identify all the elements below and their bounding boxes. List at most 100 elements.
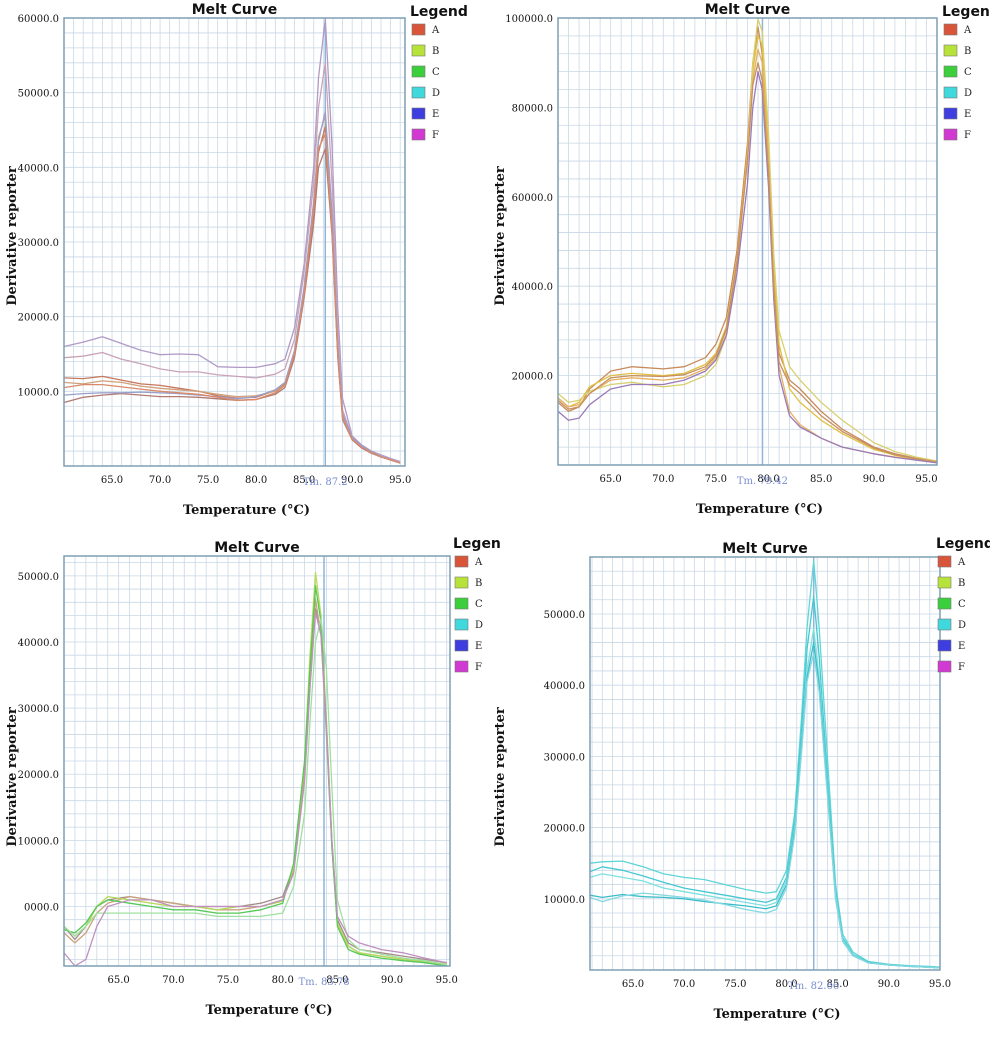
legend-swatch-E (943, 107, 958, 120)
series-line-5 (63, 618, 447, 966)
series-line-3 (557, 18, 938, 462)
x-tick-label: 85.0 (293, 475, 315, 486)
x-tick-label: 65.0 (600, 474, 622, 485)
legend-swatch-B (943, 44, 958, 57)
legend-label-C: C (475, 599, 483, 610)
plot-area (590, 557, 940, 970)
x-axis-label: Temperature (°C) (696, 502, 823, 517)
melt-curve-panel-3: Melt Curve 65.0 70.0 75.0 80.0 85.0 90.0 95.0 00… (0, 522, 500, 1042)
legend-swatch-D (411, 86, 426, 99)
tm-label: Tm. 79.42 (737, 476, 788, 487)
legend-swatch-E (937, 639, 952, 652)
y-tick-label: 20000.0 (18, 313, 59, 324)
legend-swatch-B (411, 44, 426, 57)
series-line-4 (63, 585, 447, 967)
chart-title: Melt Curve (722, 541, 808, 557)
legend-swatch-B (454, 576, 469, 589)
x-tick-label: 65.0 (622, 979, 644, 990)
legend-swatch-D (454, 618, 469, 631)
y-axis-label: Derivative reporter (5, 166, 20, 306)
tm-label: Tm. 82.66 (788, 981, 839, 992)
y-tick-label: 40000.0 (18, 638, 59, 649)
y-axis-label: Derivative reporter (493, 166, 508, 306)
x-tick-label: 90.0 (381, 975, 403, 986)
melt-curve-chart-2: Melt Curve 65.0 70.0 75.0 80.0 85.0 90.0 95.0 20… (493, 2, 990, 517)
legend-label-A: A (957, 557, 966, 568)
melt-curve-chart-1: Melt Curve 65.0 70.0 75.0 80.0 85.0 90.0 95.0 10… (5, 2, 468, 518)
legend-title: Legend (936, 536, 990, 552)
x-tick-label: 85.0 (827, 979, 849, 990)
legend-label-F: F (964, 130, 971, 141)
y-tick-label: 20000.0 (512, 372, 553, 383)
plot-border (63, 555, 451, 967)
series-line-5 (589, 652, 941, 969)
chart-title: Melt Curve (192, 2, 278, 18)
tm-label: Tm. 83.78 (298, 977, 349, 988)
legend-label-C: C (964, 67, 972, 78)
legend-swatch-C (411, 65, 426, 78)
x-tick-label: 85.0 (810, 474, 832, 485)
x-tick-label: 75.0 (705, 474, 727, 485)
y-tick-label: 20000.0 (544, 824, 585, 835)
y-tick-label: 30000.0 (544, 752, 585, 763)
series-line-6 (63, 611, 447, 967)
legend-label-D: D (958, 620, 966, 631)
legend-swatch-B (937, 576, 952, 589)
x-tick-label: 90.0 (863, 474, 885, 485)
x-tick-label: 90.0 (341, 475, 363, 486)
series-line-1 (63, 18, 401, 463)
legend-label-B: B (475, 578, 482, 589)
legend-swatch-A (943, 23, 958, 36)
x-tick-label: 80.0 (245, 475, 267, 486)
legend-label-B: B (964, 46, 971, 57)
x-tick-label: 70.0 (673, 979, 695, 990)
y-tick-label: 40000.0 (512, 282, 553, 293)
legend-label-D: D (964, 88, 972, 99)
legend-swatch-D (943, 86, 958, 99)
melt-curve-chart-4: Melt Curve 65.0 70.0 75.0 80.0 85.0 90.0 95.0 10… (493, 536, 990, 1022)
legend-label-D: D (432, 88, 440, 99)
legend-swatch-E (411, 107, 426, 120)
plot-border (557, 17, 938, 466)
legend-label-A: A (963, 25, 972, 36)
x-tick-label: 75.0 (197, 475, 219, 486)
y-tick-label: 0000.0 (24, 902, 59, 913)
x-axis-label: Temperature (°C) (713, 1007, 840, 1022)
legend-swatch-C (454, 597, 469, 610)
legend-label-D: D (475, 620, 483, 631)
y-tick-label: 40000.0 (544, 681, 585, 692)
plot-border (589, 556, 941, 971)
melt-curve-panel-1: Melt Curve 65.0 70.0 75.0 80.0 85.0 90.0 95.0 10… (0, 0, 500, 520)
y-tick-label: 10000.0 (544, 895, 585, 906)
y-tick-label: 10000.0 (18, 836, 59, 847)
legend-label-C: C (958, 599, 966, 610)
x-axis-label: Temperature (°C) (183, 503, 310, 518)
x-tick-label: 70.0 (652, 474, 674, 485)
y-tick-label: 50000.0 (18, 89, 59, 100)
legend-label-A: A (431, 25, 440, 36)
series-line-7 (63, 133, 401, 464)
series-line-6 (557, 62, 938, 463)
legend-label-E: E (475, 641, 482, 652)
x-tick-label: 80.0 (272, 975, 294, 986)
y-axis-label: Derivative reporter (5, 707, 20, 847)
legend-label-F: F (475, 662, 482, 673)
tm-label: Tm. 87.2 (303, 477, 348, 488)
legend-swatch-C (943, 65, 958, 78)
legend-swatch-A (454, 555, 469, 568)
x-tick-label: 95.0 (436, 975, 458, 986)
y-tick-label: 50000.0 (18, 572, 59, 583)
melt-curve-panel-2: Melt Curve 65.0 70.0 75.0 80.0 85.0 90.0 95.0 20… (490, 0, 990, 520)
legend-label-E: E (432, 109, 439, 120)
legend-swatch-E (454, 639, 469, 652)
series-line-1 (589, 559, 941, 968)
x-tick-label: 70.0 (162, 975, 184, 986)
legend-title: Legend (453, 536, 500, 552)
legend-label-F: F (432, 130, 439, 141)
legend-swatch-A (937, 555, 952, 568)
legend-swatch-F (937, 660, 952, 673)
y-tick-label: 40000.0 (18, 163, 59, 174)
y-tick-label: 60000.0 (18, 14, 59, 25)
x-axis-label: Temperature (°C) (205, 1003, 332, 1018)
legend-label-A: A (474, 557, 483, 568)
